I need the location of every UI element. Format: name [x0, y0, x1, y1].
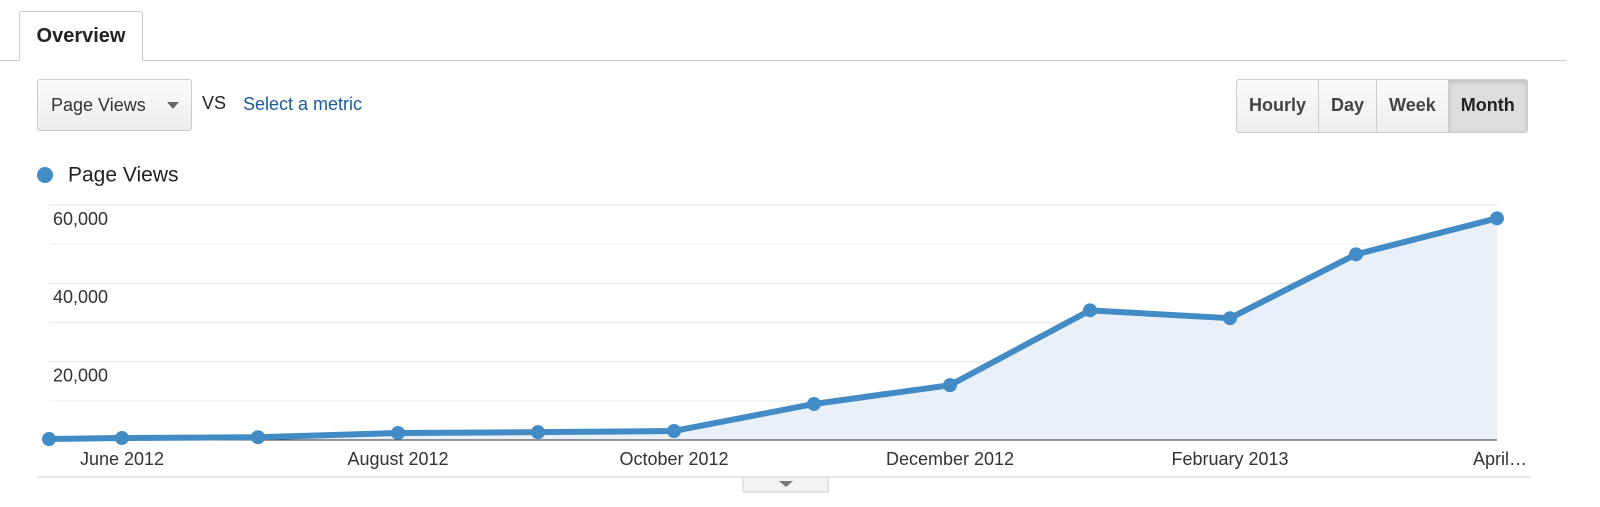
- y-tick-label: 40,000: [53, 287, 108, 307]
- granularity-button[interactable]: Week: [1376, 80, 1448, 132]
- granularity-button[interactable]: Month: [1447, 80, 1527, 132]
- point: [1490, 211, 1504, 226]
- select-metric-link[interactable]: Select a metric: [243, 94, 363, 114]
- y-tick-label: 60,000: [53, 209, 108, 229]
- caret: [167, 102, 179, 109]
- point: [531, 425, 545, 440]
- x-tick-label: June 2012: [80, 449, 164, 469]
- overview-tab[interactable]: Overview: [19, 11, 143, 61]
- point: [391, 425, 405, 440]
- x-tick-label: December 2012: [886, 449, 1014, 469]
- granularity-button[interactable]: Day: [1318, 80, 1377, 132]
- expand-arrow: [779, 481, 793, 487]
- granularity-buttons: Hourly Day Week Month: [1236, 79, 1528, 133]
- x-tick-label: February 2013: [1171, 449, 1288, 469]
- point: [1223, 311, 1237, 326]
- line: [48, 215, 1498, 443]
- granularity-button[interactable]: Hourly: [1237, 80, 1319, 132]
- point: [115, 431, 129, 446]
- point: [943, 378, 957, 393]
- x-tick-label: October 2012: [619, 449, 728, 469]
- tab-divider: [0, 60, 1566, 61]
- legend-label: Page Views: [68, 164, 179, 187]
- vs-label: VS: [202, 93, 227, 113]
- point: [1349, 247, 1363, 262]
- legend-swatch: [37, 167, 53, 183]
- area: [49, 218, 1497, 440]
- x-tick-label: August 2012: [347, 449, 448, 469]
- point: [807, 396, 821, 411]
- point: [1083, 303, 1097, 318]
- y-tick-label: 20,000: [53, 365, 108, 385]
- x-tick-label: April…: [1473, 449, 1527, 469]
- point: [251, 430, 265, 445]
- point: [667, 423, 681, 438]
- metric-dropdown[interactable]: Page Views: [37, 79, 192, 131]
- point: [42, 432, 56, 447]
- metric-label: Page Views: [51, 95, 146, 115]
